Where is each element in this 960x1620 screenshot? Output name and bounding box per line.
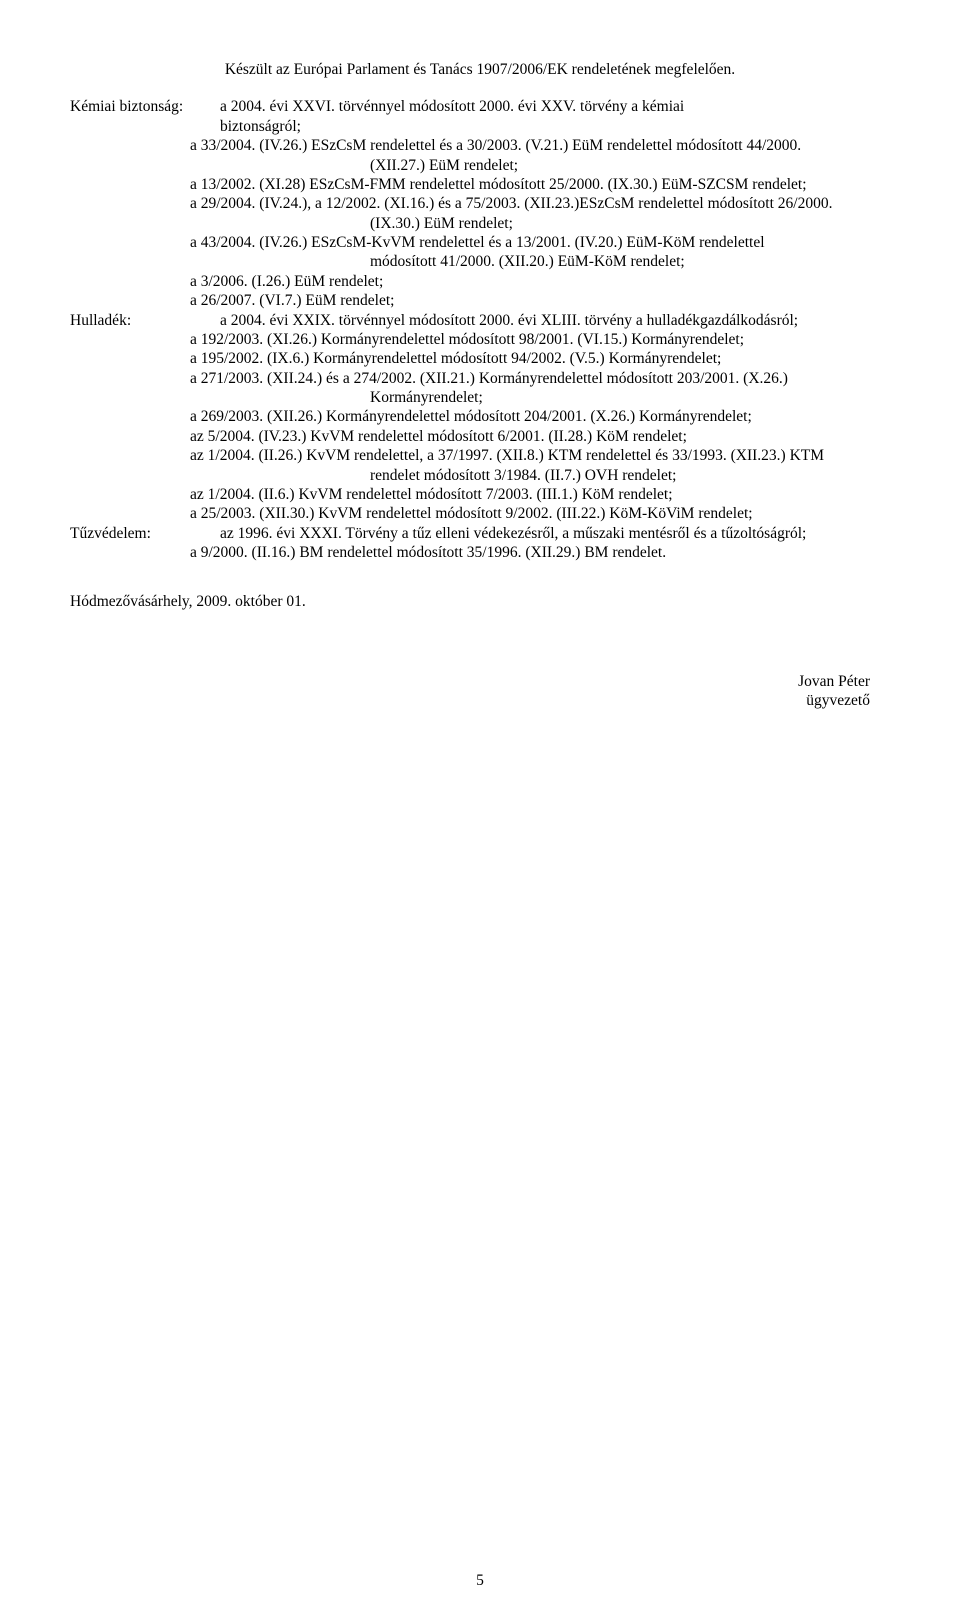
text-line: a 269/2003. (XII.26.) Kormányrendelettel… [190, 407, 890, 426]
footer-location-date: Hódmezővásárhely, 2009. október 01. [70, 592, 890, 611]
signature-title: ügyvezető [70, 691, 870, 710]
text-line: a 3/2006. (I.26.) EüM rendelet; [190, 272, 890, 291]
text-line: az 5/2004. (IV.23.) KvVM rendelettel mód… [190, 427, 890, 446]
section-label-kemiai: Kémiai biztonság: [70, 98, 183, 115]
text-line: a 13/2002. (XI.28) ESzCsM-FMM rendelette… [190, 175, 890, 194]
text-line: módosított 41/2000. (XII.20.) EüM-KöM re… [370, 252, 890, 271]
text-line: (XII.27.) EüM rendelet; [370, 156, 890, 175]
section-tuzvedelem: Tűzvédelem: az 1996. évi XXXI. Törvény a… [70, 524, 890, 543]
text-line: az 1/2004. (II.26.) KvVM rendelettel, a … [190, 446, 890, 465]
text-line: a 2004. évi XXVI. törvénnyel módosított … [220, 97, 890, 116]
text-line: az 1996. évi XXXI. Törvény a tűz elleni … [220, 524, 890, 543]
text-line: Kormányrendelet; [370, 388, 890, 407]
text-line: az 1/2004. (II.6.) KvVM rendelettel módo… [190, 485, 890, 504]
text-line: a 43/2004. (IV.26.) ESzCsM-KvVM rendelet… [190, 233, 890, 252]
text-line: a 2004. évi XXIX. törvénnyel módosított … [220, 311, 890, 330]
text-line: biztonságról; [220, 117, 890, 136]
document-header: Készült az Európai Parlament és Tanács 1… [70, 60, 890, 79]
section-hulladek: Hulladék: a 2004. évi XXIX. törvénnyel m… [70, 311, 890, 330]
signature-name: Jovan Péter [70, 672, 870, 691]
signature-block: Jovan Péter ügyvezető [70, 672, 890, 711]
text-line: a 33/2004. (IV.26.) ESzCsM rendelettel é… [190, 136, 890, 155]
section-tuzvedelem-body: a 9/2000. (II.16.) BM rendelettel módosí… [70, 543, 890, 562]
section-label-tuzvedelem: Tűzvédelem: [70, 525, 151, 542]
text-line: a 25/2003. (XII.30.) KvVM rendelettel mó… [190, 504, 890, 523]
text-line: a 26/2007. (VI.7.) EüM rendelet; [190, 291, 890, 310]
text-line: rendelet módosított 3/1984. (II.7.) OVH … [370, 466, 890, 485]
text-line: a 9/2000. (II.16.) BM rendelettel módosí… [190, 543, 890, 562]
text-line: a 195/2002. (IX.6.) Kormányrendelettel m… [190, 349, 890, 368]
text-line: (IX.30.) EüM rendelet; [370, 214, 890, 233]
text-line: a 271/2003. (XII.24.) és a 274/2002. (XI… [190, 369, 890, 388]
text-line: a 29/2004. (IV.24.), a 12/2002. (XI.16.)… [190, 194, 890, 213]
section-kemiai: Kémiai biztonság: a 2004. évi XXVI. törv… [70, 97, 890, 136]
section-kemiai-body: a 33/2004. (IV.26.) ESzCsM rendelettel é… [70, 136, 890, 310]
section-hulladek-body: a 192/2003. (XI.26.) Kormányrendelettel … [70, 330, 890, 524]
page-number: 5 [0, 1571, 960, 1590]
section-label-hulladek: Hulladék: [70, 312, 131, 329]
text-line: a 192/2003. (XI.26.) Kormányrendelettel … [190, 330, 890, 349]
